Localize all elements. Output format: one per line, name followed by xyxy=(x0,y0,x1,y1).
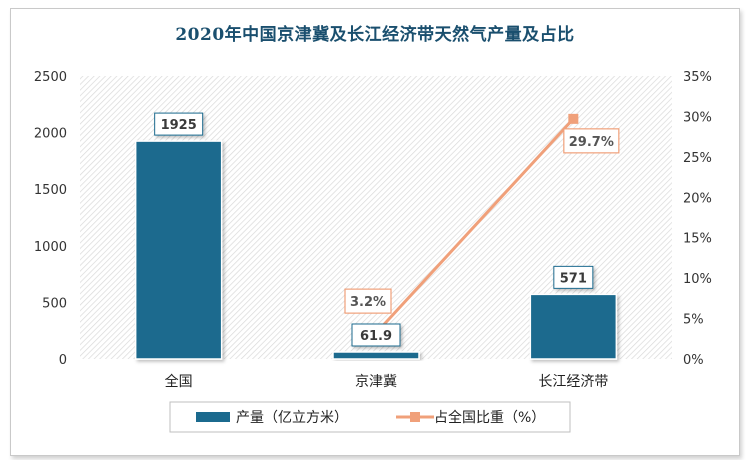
y-right-tick-label: 30% xyxy=(683,110,712,125)
line-data-label-box xyxy=(344,288,392,314)
chart-title: 2020年中国京津冀及长江经济带天然气产量及占比 xyxy=(175,25,575,45)
y-right-tick-label: 0% xyxy=(683,353,704,368)
y-left-tick-label: 2500 xyxy=(34,70,67,85)
legend-line-label: 占全国比重（%） xyxy=(434,409,545,426)
legend-box xyxy=(169,401,571,433)
y-left-tick-label: 500 xyxy=(42,296,67,311)
x-category-label: 全国 xyxy=(165,373,193,390)
legend-bar-swatch xyxy=(196,412,230,422)
y-right-tick-label: 15% xyxy=(683,232,712,247)
y-left-tick-label: 1500 xyxy=(34,183,67,198)
line-series-path xyxy=(374,117,575,335)
y-left-tick-label: 2000 xyxy=(34,127,67,142)
bar xyxy=(529,293,618,360)
y-right-tick-label: 5% xyxy=(683,313,704,328)
y-left-tick-label: 1000 xyxy=(34,240,67,255)
bar xyxy=(332,351,420,360)
y-left-tick-label: 0 xyxy=(59,353,67,368)
legend-line-marker xyxy=(410,412,420,422)
x-category-label: 京津冀 xyxy=(355,374,397,390)
y-right-tick-label: 20% xyxy=(683,191,712,206)
y-right-tick-label: 10% xyxy=(683,272,712,287)
bar-data-label: 571 xyxy=(560,271,587,286)
bar-data-label-box xyxy=(154,112,204,136)
line-data-label: 29.7% xyxy=(569,135,614,150)
line-point xyxy=(568,113,579,124)
y-right-tick-label: 25% xyxy=(683,151,712,166)
bar xyxy=(134,140,223,360)
bar-data-label: 61.9 xyxy=(360,329,392,344)
bar-data-label: 1925 xyxy=(161,118,197,133)
x-category-label: 长江经济带 xyxy=(538,374,608,390)
line-data-label-box xyxy=(563,128,620,154)
legend-bar-label: 产量（亿立方米） xyxy=(236,410,348,426)
bar-data-label-box xyxy=(351,323,401,347)
line-data-label: 3.2% xyxy=(350,295,386,310)
bar-data-label-box xyxy=(553,265,594,289)
y-right-tick-label: 35% xyxy=(683,70,712,85)
